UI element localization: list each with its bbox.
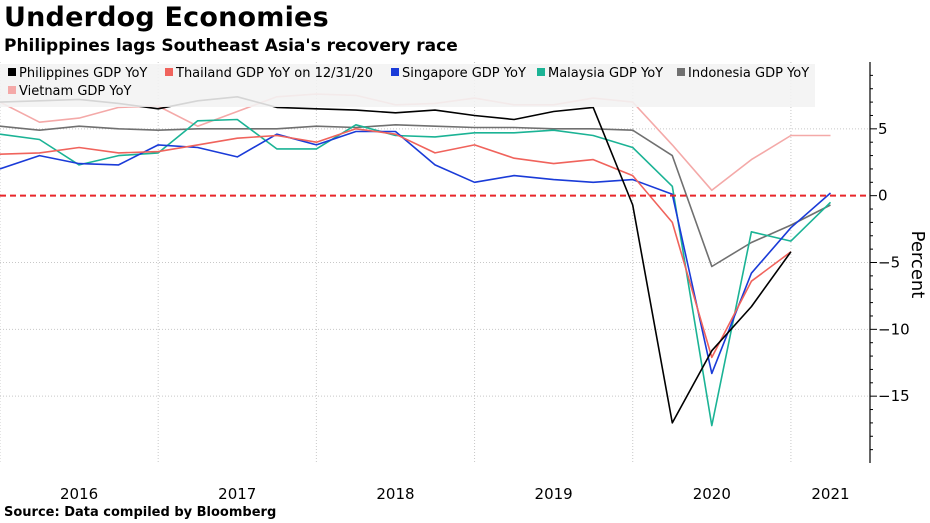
series-line-malaysia-gdp-yoy: [0, 118, 832, 427]
legend-label: Thailand GDP YoY on 12/31/20: [175, 66, 373, 81]
legend-swatch: [391, 68, 399, 76]
grid-layer: [0, 62, 870, 463]
axis-layer: 5 0 −5 −10 −15 Percent 2016 2017 2018 2019 2020 202…: [0, 62, 928, 503]
chart-title: Underdog Economies: [4, 2, 329, 33]
x-tick-label: 2017: [218, 485, 256, 503]
series-line-singapore-gdp-yoy: [0, 130, 832, 375]
legend-label: Philippines GDP YoY: [19, 66, 147, 81]
x-tick-label: 2018: [376, 485, 414, 503]
x-tick-label: 2021: [811, 485, 849, 503]
y-tick-label: 0: [878, 187, 888, 205]
y-tick-label: 5: [878, 120, 888, 138]
legend: Philippines GDP YoY Thailand GDP YoY on 1…: [0, 64, 815, 107]
y-tick-label: −5: [878, 254, 900, 272]
legend-swatch: [537, 68, 545, 76]
legend-swatch: [8, 68, 16, 76]
legend-swatch: [165, 68, 173, 76]
legend-label: Singapore GDP YoY: [402, 66, 526, 81]
series-line-thailand-gdp-yoy-on-12-31-20: [0, 128, 792, 359]
series-layer: [0, 93, 832, 427]
legend-label: Indonesia GDP YoY: [688, 66, 809, 81]
series-line-indonesia-gdp-yoy: [0, 124, 831, 268]
legend-swatch: [677, 68, 685, 76]
x-tick-label: 2020: [693, 485, 731, 503]
source-note: Source: Data compiled by Bloomberg: [4, 505, 277, 520]
x-tick-label: 2016: [60, 485, 98, 503]
series-line-vietnam-gdp-yoy: [0, 93, 831, 192]
y-axis-title: Percent: [907, 231, 928, 299]
legend-label: Vietnam GDP YoY: [19, 84, 132, 99]
y-tick-label: −10: [878, 320, 910, 338]
y-tick-label: −15: [878, 387, 910, 405]
chart-subtitle: Philippines lags Southeast Asia's recove…: [4, 36, 458, 56]
legend-swatch: [8, 86, 16, 94]
x-tick-label: 2019: [535, 485, 573, 503]
legend-label: Malaysia GDP YoY: [548, 66, 663, 81]
